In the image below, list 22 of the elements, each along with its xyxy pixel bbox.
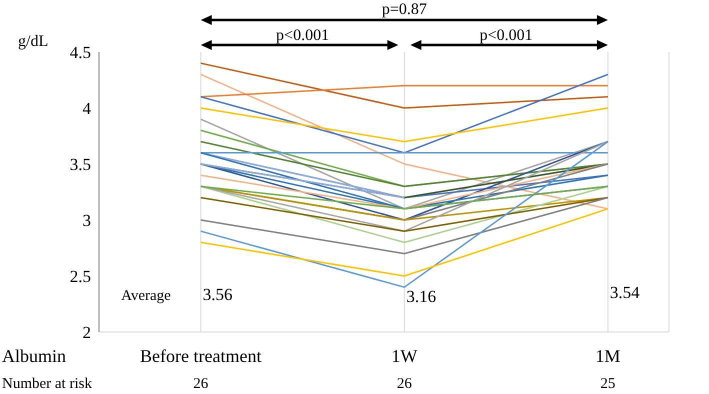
text: 26 <box>193 376 209 392</box>
annotation: Average <box>121 288 172 304</box>
annotation: 3.56 <box>202 285 233 304</box>
y-tick-label: 3 <box>82 211 91 230</box>
x-tick-label: 1M <box>595 346 620 366</box>
y-tick-label: 2 <box>82 323 91 342</box>
x-tick-label: 1W <box>391 346 418 366</box>
y-axis-title: g/dL <box>18 33 48 50</box>
text: Number at risk <box>2 376 92 392</box>
x-tick-label: Before treatment <box>140 346 262 366</box>
y-tick-label: 4.5 <box>70 43 91 62</box>
annotation: 3.16 <box>406 287 436 306</box>
x-axis-title: Albumin <box>2 346 66 366</box>
annotation: 3.54 <box>610 283 640 302</box>
text: 25 <box>600 376 616 392</box>
y-tick-label: 3.5 <box>70 155 91 174</box>
y-tick-label: 4 <box>82 99 92 118</box>
text: p<0.001 <box>276 27 330 44</box>
text: 26 <box>396 376 412 392</box>
y-tick-label: 2.5 <box>70 267 91 286</box>
text: p=0.87 <box>382 1 427 18</box>
text: p<0.001 <box>480 27 533 44</box>
